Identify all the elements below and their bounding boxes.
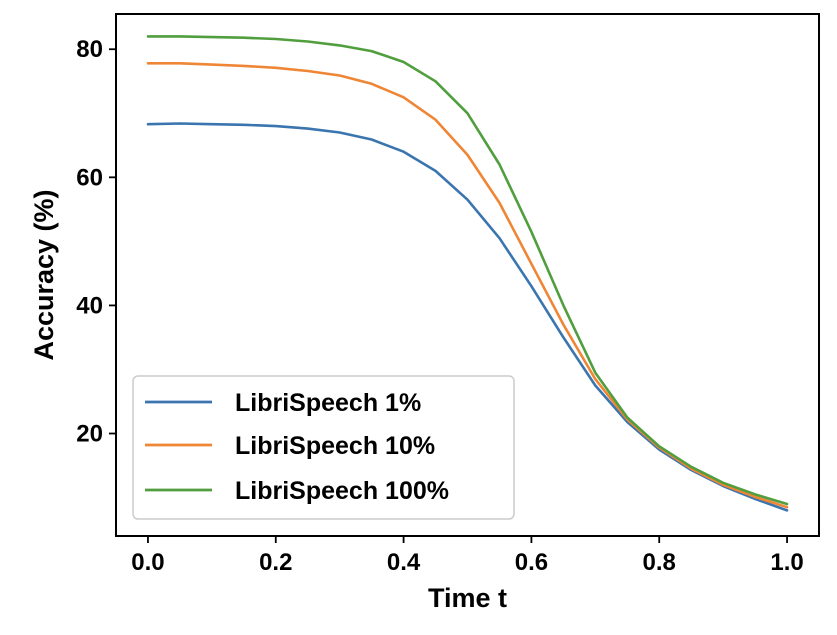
y-tick-label: 20 [76, 421, 103, 448]
x-tick-label: 0.0 [131, 549, 164, 576]
legend-box [132, 375, 515, 520]
y-axis-title: Accuracy (%) [29, 189, 59, 360]
x-tick-label: 1.0 [770, 549, 803, 576]
y-tick-label: 80 [76, 36, 103, 63]
x-tick-label: 0.4 [387, 549, 421, 576]
x-tick-label: 0.8 [643, 549, 676, 576]
plot-frame [115, 13, 820, 537]
series-line-1 [146, 61, 789, 509]
x-tick-label: 0.2 [259, 549, 292, 576]
legend-label-0: LibriSpeech 1% [235, 389, 421, 417]
y-tick-label: 60 [76, 164, 103, 191]
legend: LibriSpeech 1% LibriSpeech 10% LibriSpeech… [132, 375, 515, 520]
x-axis: 0.0 0.2 0.4 0.6 0.8 1.0 [131, 536, 804, 576]
x-axis-title: Time t [428, 583, 507, 613]
x-tick-label: 0.6 [515, 549, 548, 576]
series-line-2 [146, 35, 789, 506]
series-layer [146, 35, 789, 512]
legend-label-2: LibriSpeech 100% [235, 477, 449, 505]
y-tick-label: 40 [76, 292, 103, 319]
y-axis: 20 40 60 80 [76, 36, 116, 448]
legend-label-1: LibriSpeech 10% [235, 432, 435, 460]
